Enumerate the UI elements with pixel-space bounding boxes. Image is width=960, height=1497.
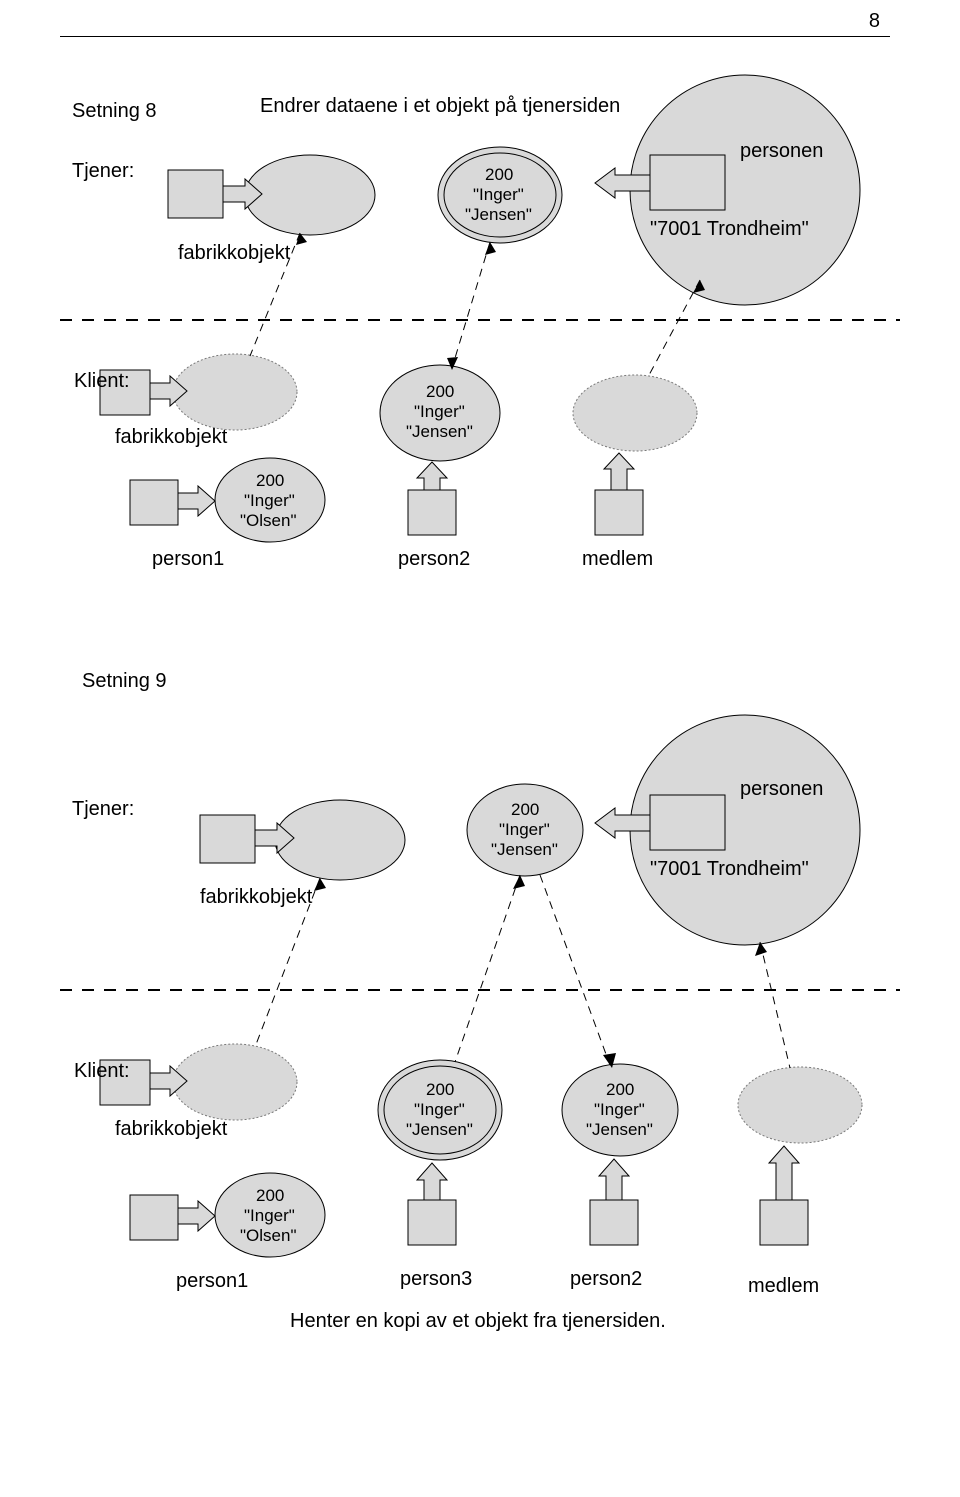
s9-klient-label: Klient: xyxy=(74,1060,130,1083)
s9-big-bot: "7001 Trondheim" xyxy=(650,858,809,881)
s8-medlem: medlem xyxy=(582,548,653,571)
s8-dbl-l1: 200 xyxy=(485,165,513,185)
s9-tjener-label: Tjener: xyxy=(72,798,134,821)
s9-re-l1: 200 xyxy=(606,1080,634,1100)
s8-p1-l2: "Inger" xyxy=(244,491,295,511)
s8-dbl-l2: "Inger" xyxy=(473,185,524,205)
s9-re-l2: "Inger" xyxy=(594,1100,645,1120)
s9-p1-l3: "Olsen" xyxy=(240,1226,296,1246)
s8-klient-fabrikk: fabrikkobjekt xyxy=(115,426,227,449)
s9-ell-l2: "Inger" xyxy=(499,820,550,840)
s9-ell-l1: 200 xyxy=(511,800,539,820)
s8-big-bot: "7001 Trondheim" xyxy=(650,218,809,241)
setning9-label: Setning 9 xyxy=(82,670,167,693)
s8-person2: person2 xyxy=(398,548,470,571)
s8-mid-l1: 200 xyxy=(426,382,454,402)
s9-big-top: personen xyxy=(740,778,823,801)
s8-klient-label: Klient: xyxy=(74,370,130,393)
s9-person3: person3 xyxy=(400,1268,472,1291)
s9-caption: Henter en kopi av et objekt fra tjenersi… xyxy=(290,1310,666,1333)
s8-mid-l3: "Jensen" xyxy=(406,422,473,442)
s9-dbl-l2: "Inger" xyxy=(414,1100,465,1120)
s8-big-top: personen xyxy=(740,140,823,163)
s9-person2: person2 xyxy=(570,1268,642,1291)
s8-p1-l1: 200 xyxy=(256,471,284,491)
s8-fabrikk-label: fabrikkobjekt xyxy=(178,242,290,265)
s8-mid-l2: "Inger" xyxy=(414,402,465,422)
s9-fabrikk-label: fabrikkobjekt xyxy=(200,886,312,909)
s9-p1-l2: "Inger" xyxy=(244,1206,295,1226)
s9-re-l3: "Jensen" xyxy=(586,1120,653,1140)
s9-medlem: medlem xyxy=(748,1275,819,1298)
s8-p1-l3: "Olsen" xyxy=(240,511,296,531)
s8-person1: person1 xyxy=(152,548,224,571)
s9-dbl-l1: 200 xyxy=(426,1080,454,1100)
s9-ell-l3: "Jensen" xyxy=(491,840,558,860)
s8-dbl-l3: "Jensen" xyxy=(465,205,532,225)
s9-dbl-l3: "Jensen" xyxy=(406,1120,473,1140)
s9-person1: person1 xyxy=(176,1270,248,1293)
s9-klient-fabrikk: fabrikkobjekt xyxy=(115,1118,227,1141)
s9-p1-l1: 200 xyxy=(256,1186,284,1206)
